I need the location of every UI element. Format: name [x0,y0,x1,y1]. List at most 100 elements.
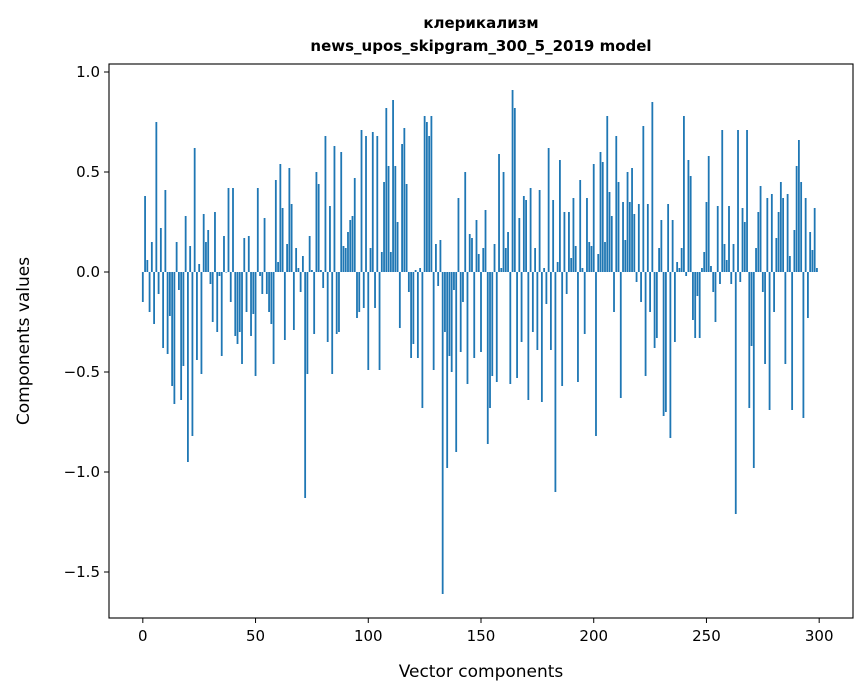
bar [435,244,437,272]
bar [320,270,322,272]
bar [173,272,176,404]
bar [741,208,744,272]
bar [191,272,194,436]
bar [752,272,755,468]
bar [701,268,703,272]
bar [500,268,503,272]
bar [349,220,352,272]
bar [737,130,739,272]
bar [597,254,600,272]
bar [631,168,633,272]
bar [746,130,748,272]
y-tick-label: −1.0 [64,463,100,481]
bar [216,272,219,332]
bar [193,148,196,272]
bar [335,272,338,334]
bar [475,220,478,272]
y-tick-label: −1.5 [64,563,100,581]
bar [687,160,690,272]
bar [716,206,719,272]
bar [764,272,766,364]
bar [189,246,192,272]
bar [453,272,455,290]
bar [595,272,597,436]
bar [543,268,546,272]
bar [437,272,440,286]
bar [369,248,372,272]
bar [725,260,728,272]
bar [448,272,451,356]
bar [439,240,442,272]
bar [374,272,376,308]
bar [200,272,203,374]
bar [599,152,602,272]
bar [696,272,699,296]
x-tick-label: 150 [467,627,496,645]
bar [692,272,694,320]
bar [236,272,239,344]
bar [333,146,336,272]
bar [516,272,518,378]
bar [459,272,462,352]
bar [270,272,273,324]
bar [177,272,180,290]
bar [259,272,261,276]
bar [243,238,246,272]
bar [617,182,620,272]
bar [493,244,496,272]
bar [272,272,275,364]
bar [274,180,277,272]
bar [410,272,413,358]
bar [175,242,178,272]
x-tick-label: 100 [354,627,383,645]
bar [788,256,791,272]
bar [218,272,221,276]
bar [644,272,647,376]
bar [232,188,234,272]
bar [734,272,737,514]
bar [385,108,388,272]
bar [432,272,435,370]
bar [730,272,733,284]
bar [610,216,613,272]
bar [144,196,146,272]
bar [473,272,476,358]
bar [570,258,573,272]
bar [705,202,708,272]
bar [153,272,155,324]
bar [667,204,670,272]
bar [642,126,645,272]
bar [529,188,532,272]
bar [811,250,814,272]
bar [489,272,491,408]
bar [779,182,782,272]
x-tick-label: 50 [246,627,265,645]
bar [295,248,298,272]
bar [290,204,293,272]
bar [398,272,401,328]
bar [504,248,507,272]
bar [326,272,329,342]
bar [561,272,564,386]
bar [649,272,651,312]
bar [306,272,309,374]
bar [507,232,509,272]
bar [698,272,701,338]
bar [311,270,313,272]
bar [786,194,789,272]
bar [396,222,399,272]
bar [502,172,505,272]
bar [653,272,656,348]
bar [723,244,726,272]
bar [428,136,431,272]
bar [748,272,751,408]
bar [444,272,446,332]
bar [797,140,800,272]
bar [522,196,525,272]
bar [477,254,480,272]
bar [531,272,534,332]
bar [423,116,426,272]
bar [658,248,661,272]
bar [719,272,721,284]
bar [225,272,228,273]
